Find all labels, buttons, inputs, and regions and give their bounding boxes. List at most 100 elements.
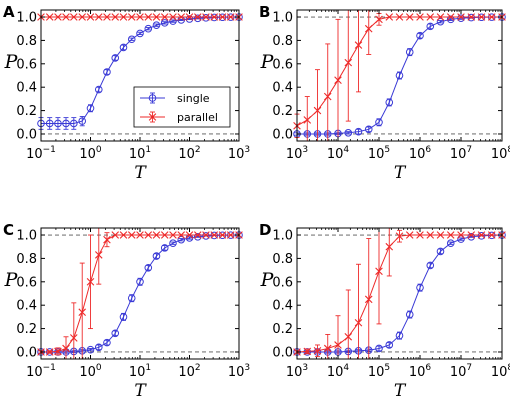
x-tick-label: 105 <box>368 145 390 162</box>
legend-marker <box>148 113 157 121</box>
legend-label: parallel <box>177 111 218 124</box>
y-tick-label: 0.4 <box>272 81 293 96</box>
data-point <box>144 231 153 239</box>
data-point <box>477 13 486 21</box>
y-tick-label: 0.4 <box>272 299 293 314</box>
data-point <box>416 231 424 239</box>
error-bar <box>355 128 361 135</box>
error-bar <box>355 263 361 360</box>
data-point <box>436 13 445 21</box>
data-point <box>86 278 95 286</box>
data-point <box>111 54 120 62</box>
y-tick-label: 0.0 <box>272 127 293 142</box>
data-point <box>45 119 54 128</box>
x-tick-label: 103 <box>286 363 308 380</box>
x-axis-label: T <box>394 163 407 183</box>
legend-item-single: single <box>140 92 210 105</box>
data-point <box>169 13 177 21</box>
data-point <box>119 231 128 239</box>
data-point <box>177 235 186 244</box>
data-point <box>86 13 95 21</box>
data-point <box>103 68 111 76</box>
data-point <box>152 252 161 260</box>
data-point <box>160 13 169 21</box>
data-point <box>103 338 111 347</box>
data-point <box>354 41 363 49</box>
x-tick-label: 104 <box>327 363 350 380</box>
data-point <box>457 235 465 243</box>
y-tick-label: 0.4 <box>16 81 37 96</box>
data-point <box>193 231 202 239</box>
data-point <box>487 231 496 239</box>
error-bar <box>170 19 176 23</box>
data-point <box>395 232 404 240</box>
data-point <box>477 232 486 240</box>
error-bar <box>448 241 454 245</box>
panel-d: D 0.0 0.2 0.4 0.6 0.8 1.0 103 104 105 106 107 108 T P <box>259 221 510 401</box>
data-point <box>436 17 445 26</box>
data-point <box>70 13 78 21</box>
error-bar <box>366 126 372 133</box>
error-bar <box>63 117 69 130</box>
error-bar <box>129 37 135 41</box>
error-bar <box>153 253 159 259</box>
panel-label: A <box>3 3 15 21</box>
data-point <box>119 13 128 21</box>
error-bar <box>153 23 159 27</box>
data-point <box>136 231 144 239</box>
x-tick-label: 100 <box>79 363 102 380</box>
data-point <box>385 13 394 21</box>
y-tick-label: 1.0 <box>272 11 293 26</box>
data-point <box>303 116 312 124</box>
series-single <box>37 13 243 130</box>
data-point <box>210 13 219 21</box>
x-tick-label: 100 <box>79 145 102 162</box>
x-tick-label: 107 <box>450 145 472 162</box>
data-point <box>405 310 414 319</box>
data-point <box>416 283 424 292</box>
data-point <box>226 13 235 21</box>
x-tick-label: 106 <box>409 363 432 380</box>
data-point <box>177 13 186 21</box>
data-point <box>160 244 169 252</box>
data-point <box>334 76 342 84</box>
error-bar <box>178 238 184 242</box>
y-axis-label: P <box>260 269 275 291</box>
y-tick-label: 0.6 <box>16 275 37 290</box>
panel-label: D <box>259 221 271 239</box>
data-point <box>218 13 227 21</box>
data-point <box>94 85 103 94</box>
series-parallel <box>37 13 243 21</box>
y-tick-label: 0.2 <box>16 322 37 337</box>
data-point <box>405 13 414 21</box>
data-point <box>395 331 404 340</box>
y-tick-label: 0.6 <box>272 275 293 290</box>
data-point <box>86 345 95 354</box>
data-point <box>111 231 120 239</box>
y-axis-label: P <box>4 269 19 291</box>
data-point <box>119 313 128 321</box>
data-point <box>416 13 424 21</box>
data-point <box>152 21 161 30</box>
error-bar <box>112 55 118 61</box>
data-point <box>364 125 373 134</box>
x-axis-label: T <box>134 163 147 183</box>
error-bar <box>355 9 361 93</box>
data-point <box>426 231 435 239</box>
error-bar <box>112 330 118 337</box>
y-tick-label: 0.4 <box>16 299 37 314</box>
data-point <box>426 22 435 31</box>
data-point <box>344 332 353 341</box>
x-tick-label: 108 <box>491 145 510 162</box>
data-point <box>62 344 70 353</box>
x-tick-label: 103 <box>286 145 308 162</box>
data-point <box>54 13 62 21</box>
data-point <box>457 13 465 21</box>
data-point <box>202 231 210 239</box>
data-point <box>344 129 353 137</box>
data-point <box>313 106 322 115</box>
x-tick-label: 10−1 <box>26 145 56 162</box>
data-point <box>45 13 54 21</box>
x-tick-label: 105 <box>368 363 390 380</box>
series-single <box>293 231 506 356</box>
